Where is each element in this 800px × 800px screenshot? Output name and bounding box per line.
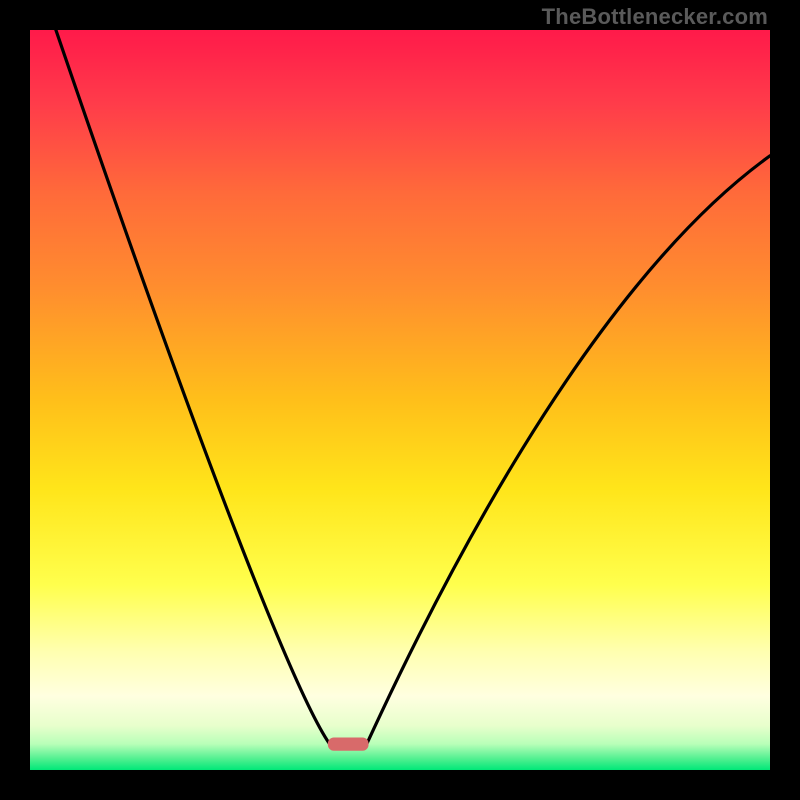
plot-svg — [30, 30, 770, 770]
bottleneck-marker — [328, 737, 369, 750]
plot-background — [30, 30, 770, 770]
watermark-text: TheBottlenecker.com — [542, 4, 768, 30]
chart-frame: TheBottlenecker.com — [0, 0, 800, 800]
